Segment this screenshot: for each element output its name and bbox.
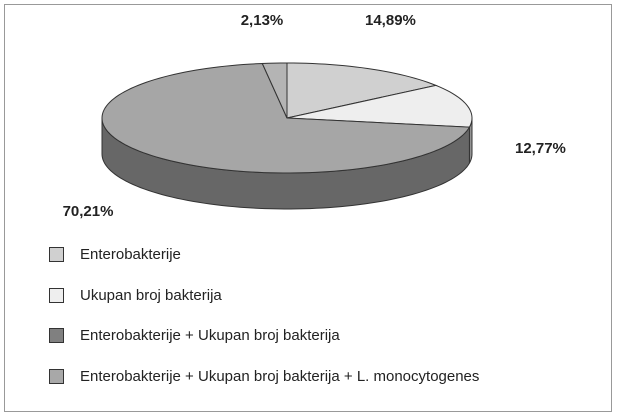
legend-label: Enterobakterije xyxy=(80,246,181,263)
legend-swatch xyxy=(49,288,64,303)
legend-swatch xyxy=(49,328,64,343)
legend-label: Enterobakterije + Ukupan broj bakterija … xyxy=(80,368,479,385)
data-label: 2,13% xyxy=(241,12,284,29)
legend-swatch xyxy=(49,247,64,262)
data-label: 14,89% xyxy=(365,12,416,29)
legend-label: Ukupan broj bakterija xyxy=(80,287,222,304)
legend-label: Enterobakterije + Ukupan broj bakterija xyxy=(80,327,340,344)
data-label: 70,21% xyxy=(63,203,114,220)
legend-swatch xyxy=(49,369,64,384)
slice xyxy=(261,62,288,119)
data-label: 12,77% xyxy=(515,140,566,157)
slice xyxy=(101,62,471,174)
slice xyxy=(286,62,438,119)
slice xyxy=(286,84,473,128)
